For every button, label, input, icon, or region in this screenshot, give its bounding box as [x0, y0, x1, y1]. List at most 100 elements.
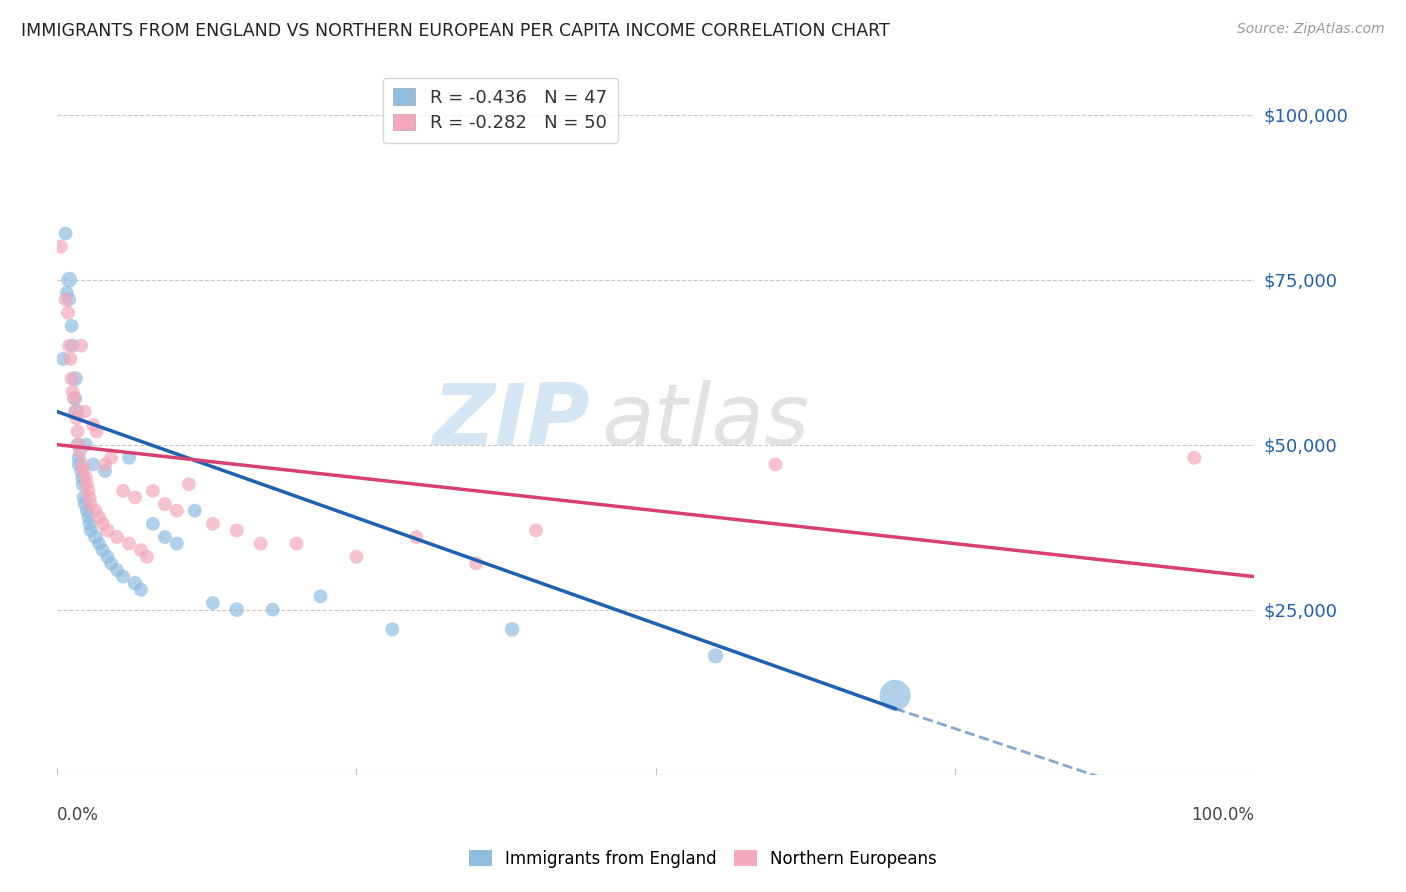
Point — [87, 510, 110, 524]
Point — [142, 483, 165, 498]
Point — [60, 318, 83, 333]
Point — [55, 285, 77, 300]
Point — [67, 458, 90, 472]
Point — [66, 437, 89, 451]
Point — [72, 470, 94, 484]
Point — [142, 516, 165, 531]
Point — [111, 569, 134, 583]
Point — [58, 339, 80, 353]
Point — [177, 477, 200, 491]
Point — [55, 293, 77, 307]
Point — [84, 503, 107, 517]
Point — [309, 590, 332, 604]
Point — [62, 384, 84, 399]
Point — [87, 536, 110, 550]
Point — [704, 648, 727, 663]
Point — [225, 602, 247, 616]
Point — [65, 404, 87, 418]
Point — [67, 437, 90, 451]
Point — [91, 543, 114, 558]
Point — [76, 503, 98, 517]
Point — [153, 497, 176, 511]
Point — [82, 458, 104, 472]
Point — [105, 530, 128, 544]
Text: IMMIGRANTS FROM ENGLAND VS NORTHERN EUROPEAN PER CAPITA INCOME CORRELATION CHART: IMMIGRANTS FROM ENGLAND VS NORTHERN EURO… — [21, 22, 890, 40]
Point — [184, 503, 207, 517]
Point — [346, 549, 368, 564]
Point — [80, 524, 103, 538]
Point — [94, 458, 117, 472]
Point — [62, 339, 84, 353]
Text: Source: ZipAtlas.com: Source: ZipAtlas.com — [1237, 22, 1385, 37]
Point — [118, 450, 141, 465]
Point — [763, 458, 786, 472]
Point — [124, 491, 146, 505]
Point — [79, 491, 101, 505]
Point — [58, 293, 80, 307]
Point — [381, 623, 404, 637]
Text: atlas: atlas — [602, 380, 810, 463]
Point — [405, 530, 427, 544]
Point — [884, 689, 907, 703]
Point — [60, 372, 83, 386]
Point — [72, 491, 94, 505]
Point — [96, 524, 118, 538]
Point — [501, 623, 523, 637]
Point — [465, 557, 488, 571]
Point — [129, 582, 152, 597]
Point — [59, 351, 82, 366]
Point — [82, 417, 104, 432]
Point — [105, 563, 128, 577]
Point — [225, 524, 247, 538]
Point — [100, 557, 122, 571]
Point — [201, 516, 224, 531]
Text: ZIP: ZIP — [432, 380, 591, 463]
Point — [166, 536, 188, 550]
Point — [166, 503, 188, 517]
Point — [65, 411, 87, 425]
Point — [124, 576, 146, 591]
Point — [201, 596, 224, 610]
Point — [136, 549, 159, 564]
Point — [262, 602, 284, 616]
Text: 0.0%: 0.0% — [58, 806, 98, 824]
Point — [52, 351, 75, 366]
Point — [67, 450, 90, 465]
Point — [63, 404, 86, 418]
Text: 100.0%: 100.0% — [1191, 806, 1254, 824]
Point — [49, 240, 72, 254]
Point — [111, 483, 134, 498]
Legend: R = -0.436   N = 47, R = -0.282   N = 50: R = -0.436 N = 47, R = -0.282 N = 50 — [382, 78, 617, 143]
Point — [80, 497, 103, 511]
Point — [100, 450, 122, 465]
Point — [56, 306, 79, 320]
Point — [129, 543, 152, 558]
Point — [77, 483, 100, 498]
Point — [77, 510, 100, 524]
Point — [73, 497, 96, 511]
Point — [79, 516, 101, 531]
Point — [55, 227, 77, 241]
Point — [72, 477, 94, 491]
Point — [63, 392, 86, 406]
Point — [72, 458, 94, 472]
Point — [73, 404, 96, 418]
Point — [1182, 450, 1205, 465]
Point — [94, 464, 117, 478]
Point — [249, 536, 271, 550]
Point — [72, 464, 94, 478]
Point — [91, 516, 114, 531]
Point — [69, 444, 91, 458]
Point — [76, 477, 98, 491]
Point — [524, 524, 547, 538]
Point — [153, 530, 176, 544]
Point — [63, 372, 86, 386]
Point — [70, 339, 93, 353]
Point — [96, 549, 118, 564]
Point — [58, 273, 80, 287]
Point — [75, 437, 97, 451]
Point — [285, 536, 308, 550]
Point — [66, 425, 89, 439]
Point — [63, 392, 86, 406]
Point — [86, 425, 108, 439]
